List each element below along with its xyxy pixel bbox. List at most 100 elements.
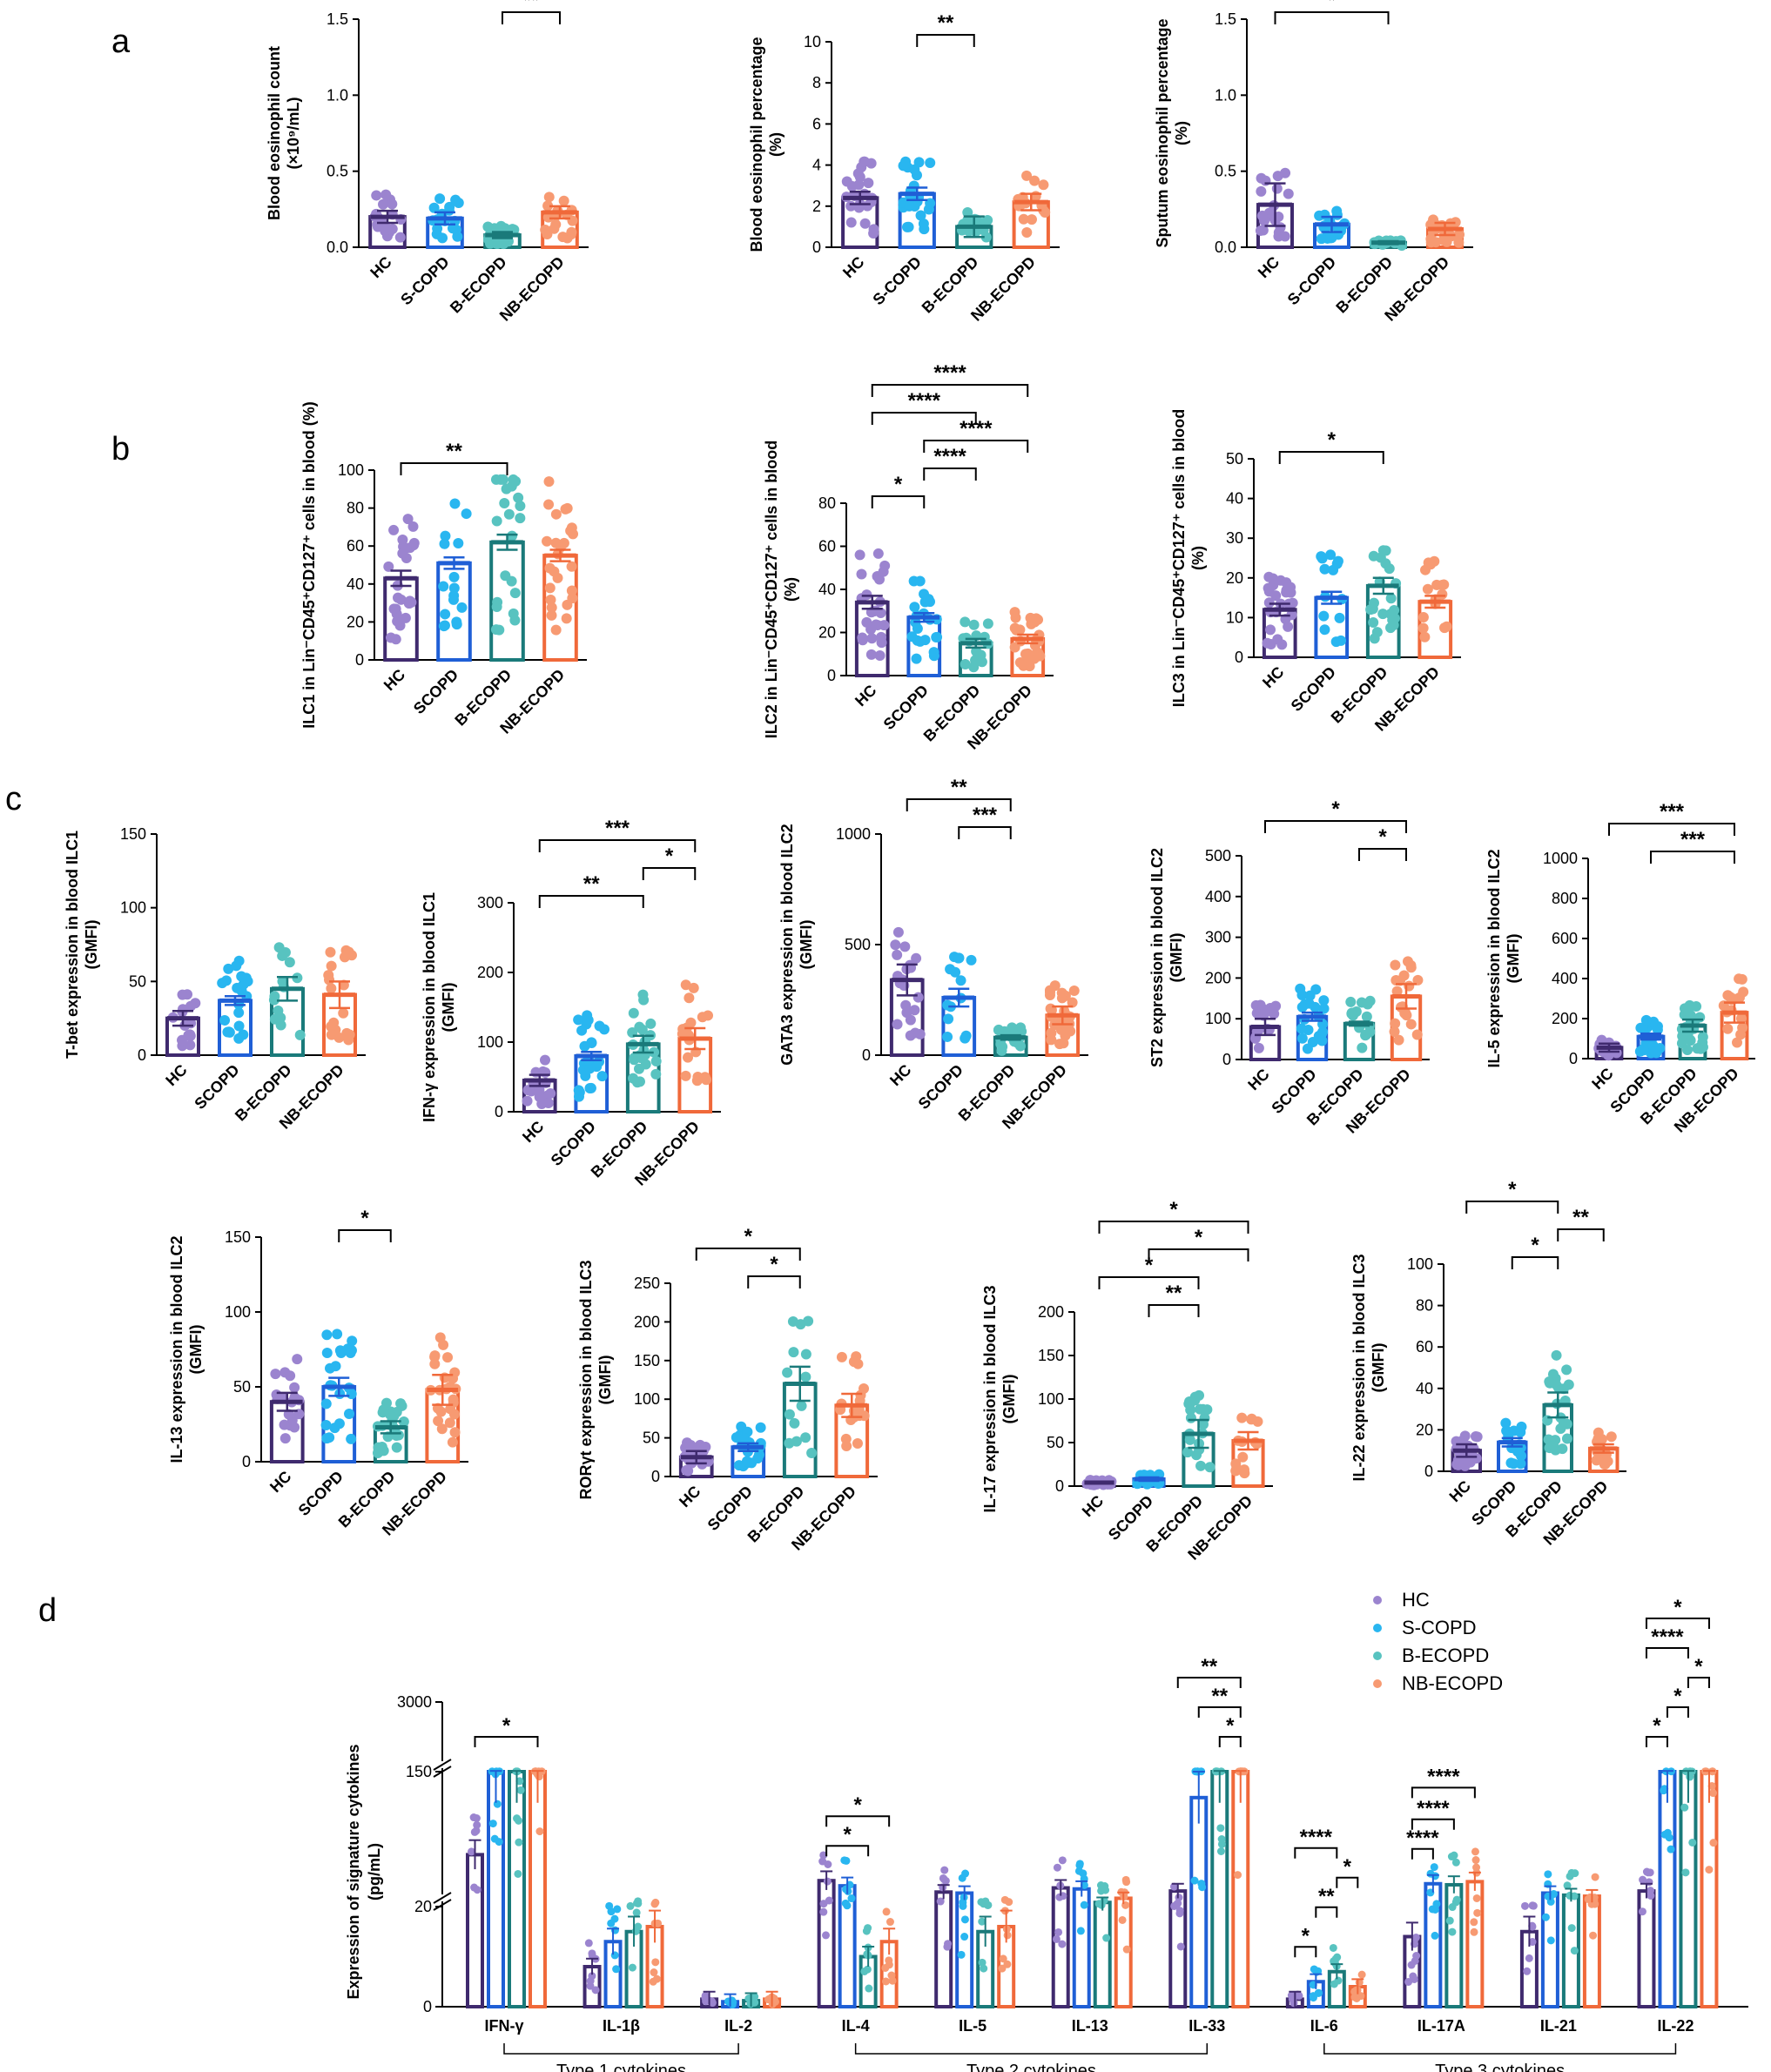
data-point [1021,227,1033,239]
data-point [1033,648,1044,659]
significance-bracket [1411,1786,1476,1799]
data-point [680,1070,691,1081]
data-point [343,946,354,958]
data-point [1316,551,1327,562]
data-point [1067,997,1078,1008]
data-point [1682,1006,1694,1017]
data-point [939,1874,947,1882]
data-point [995,1039,1007,1050]
data-point [733,1460,744,1471]
data-point [346,1433,357,1444]
data-point [233,1007,245,1019]
significance-label: * [1343,1855,1352,1879]
data-point [542,1097,554,1108]
x-category-label: S-COPD [1284,253,1340,309]
data-point [1409,1972,1417,1981]
data-point [966,954,977,965]
y-tick-label: 3000 [397,1693,432,1711]
data-point [1314,210,1325,221]
y-tick-label: 60 [818,538,836,555]
bar [1093,1900,1112,2008]
data-point [855,1389,866,1401]
y-axis-label: ST2 expression in blood ILC2 [1148,848,1166,1067]
data-point [847,1894,856,1903]
group-label: Type 2 cytokines [966,2062,1096,2072]
data-point [1405,1019,1417,1030]
significance-label: ** [951,776,967,799]
data-point [1204,1462,1215,1473]
y-tick-label: 100 [1407,1255,1433,1273]
data-point [279,1433,291,1444]
data-point [1391,986,1403,997]
data-point [1239,1468,1250,1479]
data-point [846,180,858,192]
axis-break-mark [433,1766,452,1778]
data-point [1318,610,1330,622]
y-axis-label-unit: (GMFI) [187,1325,205,1375]
data-point [550,624,562,636]
legend-label: NB-ECOPD [1402,1672,1503,1694]
data-point [968,619,980,630]
data-point [492,596,503,608]
data-point [1380,545,1391,556]
data-point [651,1898,660,1907]
data-point [231,960,242,972]
significance-label: * [744,1225,753,1248]
data-point [1102,1934,1111,1942]
data-point [562,599,573,610]
data-point [509,588,521,599]
significance-label: * [1331,797,1340,821]
data-point [432,223,443,234]
y-tick-label: 40 [818,581,836,598]
legend-label: HC [1402,1589,1430,1611]
data-point [1593,1433,1604,1444]
data-point [448,571,460,582]
data-point [650,1055,662,1066]
significance-bracket [1197,1706,1242,1718]
y-axis-label-unit: (GMFI) [1168,933,1185,983]
data-point [634,1899,643,1907]
data-point [825,1896,833,1905]
data-point [1445,1916,1454,1925]
data-point [634,1922,643,1931]
x-category-label: SCOPD [704,1483,756,1534]
data-point [1217,1835,1226,1844]
data-point [325,1362,336,1374]
y-tick-label: 20 [414,1898,432,1915]
data-point [383,224,394,235]
data-point [494,624,505,636]
x-category-label: HC [1244,1066,1273,1094]
data-point [800,1349,811,1360]
data-point [1018,660,1029,671]
data-point [960,1915,969,1924]
data-point [1390,959,1401,971]
data-point [576,1025,588,1036]
chart-c1: 0 50 100 150 T-bet expression in blood ILC1(… [64,825,366,1133]
y-tick-label: 100 [477,1033,503,1051]
group-label: Type 3 cytokines [1435,2062,1565,2072]
x-category-label: HC [1259,663,1288,692]
data-point [223,963,234,974]
data-point [448,1397,459,1409]
data-point [650,1068,662,1080]
data-point [1391,975,1402,986]
data-point [836,1351,847,1362]
data-point [755,1422,766,1433]
data-point [1390,1018,1401,1029]
data-point [909,1005,920,1016]
significance-bracket [1294,1946,1317,1958]
data-point [649,1046,660,1058]
data-point [586,1977,595,1986]
y-axis-label-unit: (GMFI) [440,983,457,1033]
data-point [1296,1023,1307,1034]
x-category-label: HC [266,1468,295,1497]
significance-label: * [1531,1234,1539,1257]
x-category-label: IL-5 [959,2017,987,2035]
y-axis-label: ILC1 in Lin⁻CD45⁺CD127⁺ cells in blood (… [300,401,318,729]
significance-bracket [1176,1677,1242,1688]
data-point [1544,1377,1555,1389]
data-point [1667,1845,1675,1853]
data-point [522,1095,533,1107]
significance-label: * [1328,428,1337,452]
x-category-label: S-COPD [397,253,453,309]
